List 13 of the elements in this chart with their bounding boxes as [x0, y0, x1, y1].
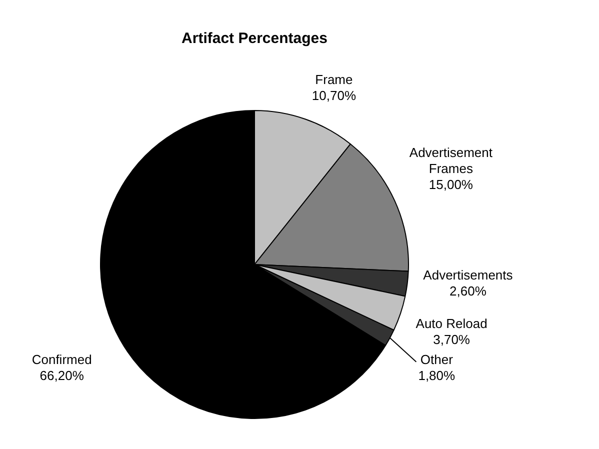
slice-label: Advertisement Frames — [409, 144, 493, 176]
data-label: 1,80% — [418, 368, 456, 383]
slice-label: Other — [420, 352, 454, 367]
data-label: 15,00% — [428, 176, 474, 192]
slice-label: Auto Reload — [416, 316, 488, 331]
chart-title: Artifact Percentages — [182, 30, 328, 48]
data-label: 3,70% — [433, 332, 470, 347]
slice-label: Confirmed — [32, 352, 92, 368]
slice-label: Advertisements — [423, 268, 514, 283]
slice-label: Frame — [315, 72, 353, 87]
data-label: 66,20% — [40, 368, 84, 384]
data-label: 2,60% — [450, 284, 487, 299]
data-label: 10,70% — [312, 88, 356, 103]
